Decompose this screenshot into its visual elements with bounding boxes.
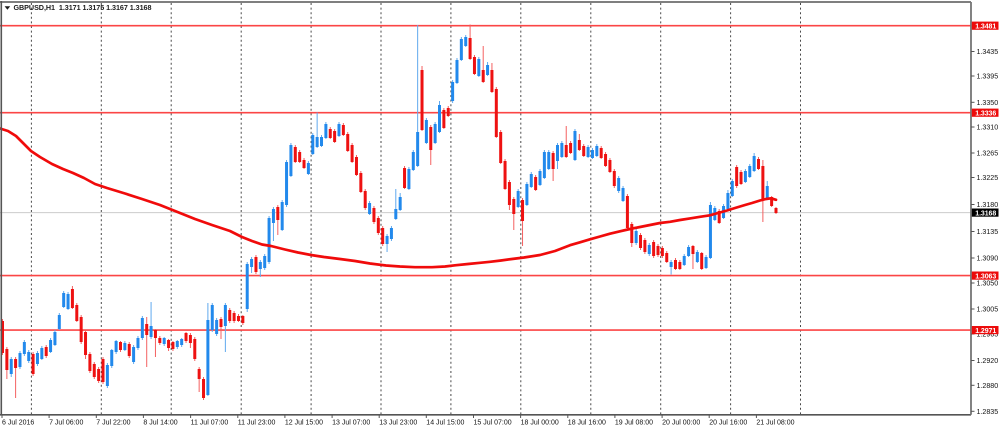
- svg-text:18 Jul 16:00: 18 Jul 16:00: [568, 420, 606, 427]
- svg-text:1.3180: 1.3180: [977, 201, 999, 209]
- svg-text:GBPUSD,H1 1.3171 1.3175 1.316: GBPUSD,H1 1.3171 1.3175 1.3167 1.3168: [14, 3, 152, 12]
- svg-text:1.3225: 1.3225: [977, 174, 999, 182]
- svg-text:1.2835: 1.2835: [977, 408, 999, 416]
- svg-text:13 Jul 07:00: 13 Jul 07:00: [332, 420, 370, 427]
- svg-text:6 Jul 2016: 6 Jul 2016: [2, 420, 34, 427]
- svg-text:1.3395: 1.3395: [977, 73, 999, 81]
- svg-text:1.3336: 1.3336: [975, 110, 996, 117]
- svg-text:1.3135: 1.3135: [977, 228, 999, 236]
- svg-text:1.2920: 1.2920: [977, 357, 999, 365]
- svg-text:8 Jul 14:00: 8 Jul 14:00: [143, 420, 177, 427]
- svg-text:11 Jul 07:00: 11 Jul 07:00: [191, 420, 229, 427]
- svg-text:18 Jul 00:00: 18 Jul 00:00: [521, 420, 559, 427]
- svg-text:14 Jul 15:00: 14 Jul 15:00: [426, 420, 464, 427]
- svg-text:13 Jul 23:00: 13 Jul 23:00: [379, 420, 417, 427]
- svg-text:19 Jul 08:00: 19 Jul 08:00: [615, 420, 653, 427]
- svg-text:1.3265: 1.3265: [977, 150, 999, 158]
- svg-text:1.3050: 1.3050: [977, 280, 999, 288]
- svg-text:15 Jul 07:00: 15 Jul 07:00: [474, 420, 512, 427]
- svg-text:21 Jul 08:00: 21 Jul 08:00: [756, 420, 794, 427]
- svg-text:1.3005: 1.3005: [977, 306, 999, 314]
- svg-text:12 Jul 15:00: 12 Jul 15:00: [285, 420, 323, 427]
- svg-text:11 Jul 23:00: 11 Jul 23:00: [238, 420, 276, 427]
- svg-text:1.3310: 1.3310: [977, 124, 999, 132]
- svg-text:20 Jul 00:00: 20 Jul 00:00: [662, 420, 700, 427]
- svg-text:1.3435: 1.3435: [977, 48, 999, 56]
- svg-text:7 Jul 06:00: 7 Jul 06:00: [49, 420, 83, 427]
- svg-text:1.2880: 1.2880: [977, 382, 999, 390]
- svg-text:1.2965: 1.2965: [977, 331, 999, 339]
- svg-text:1.2971: 1.2971: [975, 328, 996, 335]
- svg-text:20 Jul 16:00: 20 Jul 16:00: [709, 420, 747, 427]
- svg-text:1.3350: 1.3350: [977, 99, 999, 107]
- svg-text:1.3063: 1.3063: [975, 273, 996, 280]
- svg-text:1.3168: 1.3168: [975, 210, 996, 217]
- svg-text:1.3481: 1.3481: [975, 23, 996, 30]
- svg-text:7 Jul 22:00: 7 Jul 22:00: [96, 420, 130, 427]
- svg-text:1.3090: 1.3090: [977, 255, 999, 263]
